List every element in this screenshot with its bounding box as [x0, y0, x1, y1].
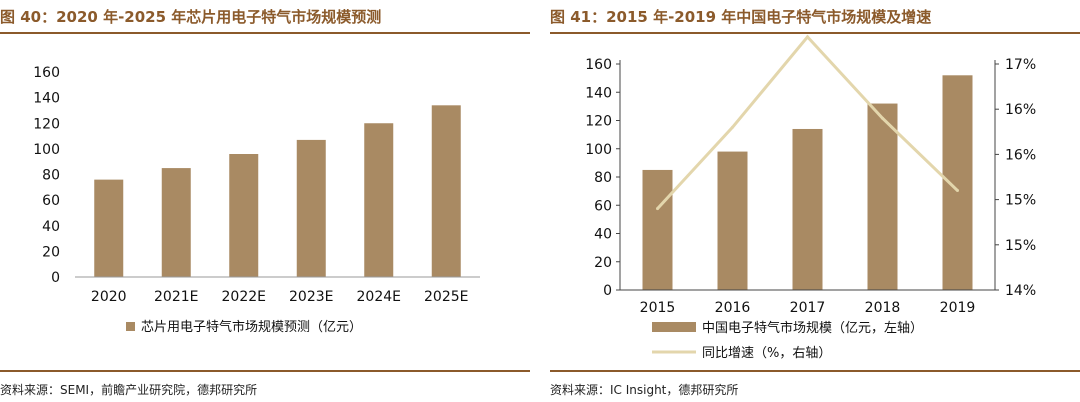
growth-rate-point [956, 189, 959, 193]
y-tick-label: 40 [42, 219, 60, 235]
bar [161, 168, 191, 277]
x-tick-label: 2017 [790, 300, 826, 316]
growth-rate-point [806, 35, 809, 39]
left-y-tick-label: 160 [585, 57, 612, 73]
left-y-tick-label: 0 [603, 283, 612, 299]
right-y-tick-label: 14% [1005, 283, 1036, 299]
x-tick-label: 2018 [865, 300, 901, 316]
legend-swatch [126, 322, 135, 331]
left-figure-panel: 图 40：2020 年-2025 年芯片用电子特气市场规模预测 0 20 40 60 8… [0, 0, 530, 402]
left-source-rule [0, 370, 530, 372]
bar [296, 139, 326, 277]
right-figure-panel: 图 41：2015 年-2019 年中国电子特气市场规模及增速 0 20 40 60 8… [550, 0, 1080, 402]
bar [94, 179, 124, 277]
x-tick-label: 2022E [222, 289, 266, 305]
left-y-tick-label: 100 [585, 142, 612, 158]
y-tick-label: 0 [51, 270, 60, 286]
left-y-tick-label: 40 [594, 227, 612, 243]
x-tick-label: 2024E [357, 289, 401, 305]
bar [867, 103, 898, 290]
x-tick-label: 2023E [289, 289, 333, 305]
left-y-tick-label: 20 [594, 255, 612, 271]
left-y-tick-label: 120 [585, 114, 612, 130]
right-y-tick-label: 17% [1005, 57, 1036, 73]
y-tick-label: 20 [42, 244, 60, 260]
left-y-tick-label: 80 [594, 170, 612, 186]
left-bar-chart: 0 20 40 60 80 100 120 140 160 2020 2021E 2022E 2023E… [33, 65, 480, 335]
y-tick-label: 80 [42, 168, 60, 184]
y-tick-label: 60 [42, 193, 60, 209]
x-tick-label: 2020 [91, 289, 127, 305]
legend-label: 芯片用电子特气市场规模预测（亿元） [141, 319, 362, 335]
y-tick-label: 160 [33, 65, 60, 81]
growth-rate-point [731, 125, 734, 129]
left-title-rule [0, 32, 530, 34]
growth-rate-point [656, 207, 659, 211]
right-title-rule [550, 32, 1080, 34]
bar [717, 151, 748, 290]
bar [431, 105, 461, 277]
left-source-note: 资料来源：SEMI，前瞻产业研究院，德邦研究所 [0, 383, 258, 397]
left-y-tick-label: 60 [594, 198, 612, 214]
right-source-rule [550, 370, 1080, 372]
bar [364, 123, 394, 277]
left-y-tick-label: 140 [585, 85, 612, 101]
right-y-tick-label: 15% [1005, 193, 1036, 209]
right-source-note: 资料来源：IC Insight，德邦研究所 [550, 383, 739, 397]
legend-label-bar: 中国电子特气市场规模（亿元，左轴） [702, 320, 923, 336]
bar [642, 169, 673, 290]
right-combo-chart: 0 20 40 60 80 100 120 140 160 14% 15% 15% 16% 16% 17% 2… [585, 34, 1036, 361]
x-tick-label: 2019 [940, 300, 976, 316]
right-y-tick-label: 16% [1005, 102, 1036, 118]
left-figure-title: 图 40：2020 年-2025 年芯片用电子特气市场规模预测 [0, 8, 382, 26]
right-y-tick-label: 15% [1005, 238, 1036, 254]
x-tick-label: 2016 [715, 300, 751, 316]
growth-rate-point [881, 116, 884, 120]
bar [229, 154, 259, 277]
legend-label-line: 同比增速（%，右轴） [702, 346, 831, 361]
y-tick-label: 140 [33, 91, 60, 107]
right-figure-title: 图 41：2015 年-2019 年中国电子特气市场规模及增速 [550, 8, 932, 26]
y-tick-label: 120 [33, 116, 60, 132]
right-y-tick-label: 16% [1005, 147, 1036, 163]
bar [942, 75, 973, 290]
x-tick-label: 2021E [154, 289, 198, 305]
legend-swatch-bar [652, 322, 696, 332]
x-tick-label: 2015 [640, 300, 676, 316]
x-tick-label: 2025E [424, 289, 468, 305]
bar [792, 128, 823, 290]
y-tick-label: 100 [33, 142, 60, 158]
